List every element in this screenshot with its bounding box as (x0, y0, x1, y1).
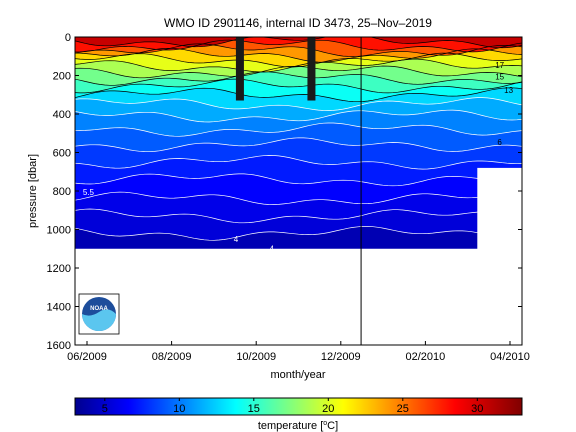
isotherm-line (75, 208, 522, 224)
contour-label: 13 (504, 86, 513, 95)
x-tick-label: 10/2009 (236, 351, 276, 363)
isotherm-line (75, 78, 522, 94)
below-profile-gap (75, 252, 522, 345)
isotherm-line (75, 109, 522, 123)
colorbar-unit: C] (327, 420, 338, 432)
dark-anomaly-column (235, 37, 244, 101)
y-tick-label: 200 (53, 71, 71, 83)
y-tick-label: 1200 (47, 263, 71, 275)
colorbar-ticks: 5 10 15 20 25 30 (102, 398, 483, 415)
contour-label: 6 (497, 138, 502, 147)
isotherm-line (75, 155, 522, 170)
x-tick-label: 06/2009 (67, 351, 107, 363)
contour-label: 5.5 (83, 188, 95, 197)
colorbar-gradient (74, 397, 523, 416)
noaa-logo-text: NOAA (90, 306, 108, 312)
contour-label: 15 (495, 72, 504, 81)
y-tick-label: 0 (65, 32, 71, 44)
colorbar-tick-label: 25 (397, 403, 409, 415)
colorbar-label-text: temperature [ (258, 420, 323, 432)
temperature-bands (75, 37, 522, 249)
y-tick-label: 1600 (47, 340, 71, 352)
y-axis-label: pressure [dbar] (27, 154, 39, 228)
x-tick-label: 08/2009 (152, 351, 192, 363)
noaa-logo: NOAA (78, 293, 120, 335)
isotherm-line (75, 37, 522, 49)
isotherm-line (75, 58, 522, 73)
y-tick-label: 1000 (47, 225, 71, 237)
chart-title: WMO ID 2901146, internal ID 3473, 25–Nov… (164, 16, 432, 30)
y-axis-ticks: 0 200 400 600 800 1000 1200 1400 1600 (47, 32, 522, 352)
isotherm-line (75, 47, 522, 63)
colorbar-tick-label: 20 (322, 403, 334, 415)
x-tick-label: 12/2009 (321, 351, 361, 363)
y-tick-label: 800 (53, 186, 71, 198)
colorbar: 5 10 15 20 25 30 temperature [oC] (74, 397, 523, 432)
y-tick-label: 400 (53, 109, 71, 121)
isotherm-line (75, 97, 522, 111)
isotherm-line (75, 226, 522, 241)
isotherm-line (75, 71, 522, 86)
colorbar-unit-sup: o (323, 420, 327, 427)
x-tick-label: 04/2010 (490, 351, 530, 363)
isotherm-lines (75, 37, 522, 241)
colorbar-tick-label: 5 (102, 403, 108, 415)
x-axis-label: month/year (270, 369, 325, 381)
isotherm-line (75, 137, 522, 153)
x-axis-ticks: 06/2009 08/2009 10/2009 12/2009 02/2010 04/20… (67, 341, 530, 363)
isotherm-line (75, 39, 522, 53)
colorbar-tick-label: 15 (248, 403, 260, 415)
missing-data-gaps (75, 37, 522, 345)
dark-anomaly-column (307, 37, 316, 101)
isotherm-line (75, 173, 522, 187)
isotherm-line (75, 191, 522, 205)
x-tick-label: 02/2010 (406, 351, 446, 363)
colorbar-label: temperature [oC] (258, 420, 338, 432)
contour-label: 17 (495, 61, 504, 70)
late-period-gap (477, 167, 522, 345)
y-tick-label: 1400 (47, 302, 71, 314)
contour-label: 4 (234, 235, 239, 244)
contour-label: 4 (269, 245, 274, 254)
isotherm-line (75, 87, 522, 103)
colorbar-tick-label: 10 (173, 403, 185, 415)
colorbar-tick-label: 30 (471, 403, 483, 415)
isotherm-line (75, 43, 522, 57)
contour-label: 5 (404, 251, 409, 260)
isotherm-line (75, 122, 522, 137)
y-tick-label: 600 (53, 148, 71, 160)
